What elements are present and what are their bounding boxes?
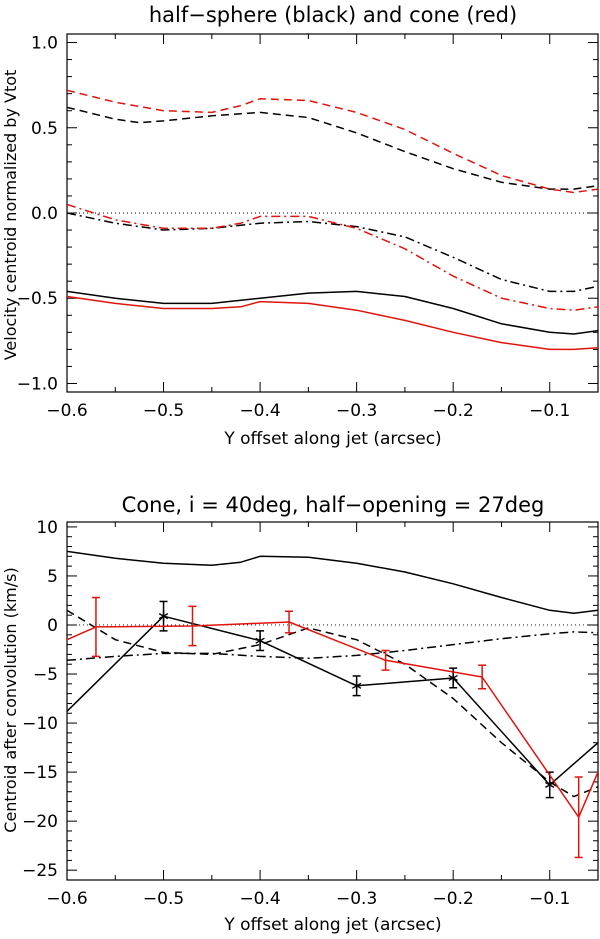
top-y-tick-label: 0.0 xyxy=(31,204,58,224)
bottom-y-tick-label: 5 xyxy=(47,567,58,587)
top-x-tick-label: −0.3 xyxy=(336,401,377,421)
top-x-tick-label: −0.4 xyxy=(239,401,280,421)
bottom-marker-stroke xyxy=(448,674,458,682)
bottom-x-tick-label: −0.3 xyxy=(336,889,377,909)
bottom-series-dash-dot-model xyxy=(67,631,598,662)
top-series-half-sphere-dash-dot xyxy=(67,212,598,293)
bottom-marker-stroke xyxy=(351,682,362,689)
bottom-y-tick-label: −25 xyxy=(22,861,58,881)
bottom-y-axis-label: Centroid after convolution (km/s) xyxy=(1,567,20,832)
top-plot-frame xyxy=(66,33,599,393)
top-series-cone-dash-dot xyxy=(67,203,598,311)
top-series-half-sphere-solid xyxy=(67,290,598,335)
bottom-x-axis-label: Y offset along jet (arcsec) xyxy=(223,915,441,935)
top-y-tick-label: −1.0 xyxy=(17,374,58,394)
bottom-plot-frame xyxy=(66,521,599,881)
bottom-series-red-data xyxy=(67,621,598,818)
top-series-half-sphere-dashed xyxy=(67,106,598,190)
top-y-tick-label: −0.5 xyxy=(17,289,58,309)
top-x-axis-label: Y offset along jet (arcsec) xyxy=(223,429,441,449)
bottom-data-point-marker xyxy=(351,680,362,691)
bottom-y-tick-label: −5 xyxy=(33,665,58,685)
bottom-data-point-marker xyxy=(158,611,169,622)
bottom-series-group xyxy=(67,550,598,859)
bottom-x-tick-label: −0.2 xyxy=(433,889,474,909)
bottom-x-tick-label: −0.1 xyxy=(529,889,570,909)
bottom-series-dashed-model xyxy=(67,609,598,798)
bottom-x-tick-label: −0.4 xyxy=(239,889,280,909)
bottom-y-tick-label: −10 xyxy=(22,714,58,734)
bottom-series-black-data xyxy=(67,615,598,786)
bottom-series-solid-model xyxy=(67,550,598,614)
bottom-y-tick-label: −20 xyxy=(22,812,58,832)
bottom-y-tick-label: 10 xyxy=(36,518,58,538)
top-x-tick-label: −0.6 xyxy=(46,401,87,421)
bottom-y-tick-label: 0 xyxy=(47,616,58,636)
bottom-marker-stroke xyxy=(545,781,555,788)
bottom-y-tick-label: −15 xyxy=(22,763,58,783)
top-y-axis-label: Velocity centroid normalized by Vtot xyxy=(1,70,20,361)
bottom-data-point-marker xyxy=(255,635,265,646)
top-x-tick-label: −0.2 xyxy=(433,401,474,421)
bottom-chart-title: Cone, i = 40deg, half−opening = 27deg xyxy=(122,493,545,517)
bottom-panel: Cone, i = 40deg, half−opening = 27deg Y … xyxy=(1,493,599,935)
top-series-cone-solid xyxy=(67,295,598,351)
top-series-cone-dashed xyxy=(67,89,598,194)
top-panel: half−sphere (black) and cone (red) Y off… xyxy=(1,3,599,449)
top-series-group xyxy=(67,89,598,351)
top-chart-title: half−sphere (black) and cone (red) xyxy=(149,3,517,27)
bottom-x-tick-label: −0.5 xyxy=(143,889,184,909)
top-y-tick-label: 1.0 xyxy=(31,34,58,54)
top-x-tick-label: −0.1 xyxy=(529,401,570,421)
bottom-marker-stroke xyxy=(158,613,169,620)
top-y-tick-label: 0.5 xyxy=(31,119,58,139)
bottom-x-tick-label: −0.6 xyxy=(46,889,87,909)
bottom-data-point-marker xyxy=(545,779,555,790)
bottom-marker-stroke xyxy=(255,637,265,644)
bottom-data-point-marker xyxy=(448,672,458,683)
top-x-tick-label: −0.5 xyxy=(143,401,184,421)
